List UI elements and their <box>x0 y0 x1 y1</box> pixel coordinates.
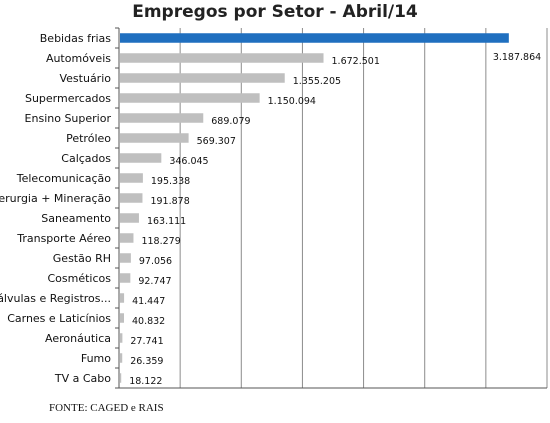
category-label: Ensino Superior <box>25 112 112 125</box>
bar <box>120 333 123 343</box>
category-label: Siderurgia + Mineração <box>0 192 111 205</box>
bar <box>120 113 204 123</box>
category-label: Fumo <box>81 352 111 365</box>
data-label: 118.279 <box>141 236 180 247</box>
bar <box>120 353 123 363</box>
category-label: Carnes e Laticínios <box>7 312 111 325</box>
data-label: 26.359 <box>130 356 163 367</box>
data-label: 346.045 <box>169 156 208 167</box>
category-label: Aeronáutica <box>45 332 111 345</box>
bar <box>120 213 139 223</box>
bar <box>120 173 143 183</box>
bar <box>120 253 131 263</box>
bar <box>120 273 131 283</box>
data-label: 1.150.094 <box>268 96 316 107</box>
data-label: 41.447 <box>132 296 165 307</box>
chart-title: Empregos por Setor - Abril/14 <box>132 2 418 22</box>
category-label: TV a Cabo <box>54 372 111 385</box>
bar <box>120 153 162 163</box>
bar <box>120 293 125 303</box>
category-label: Bebidas frias <box>40 32 111 45</box>
data-label: 40.832 <box>132 316 165 327</box>
bar <box>120 33 509 43</box>
category-label: Calçados <box>61 152 111 165</box>
category-label: Gestão RH <box>53 252 111 265</box>
data-label: 18.122 <box>129 376 162 387</box>
data-label: 195.338 <box>151 176 190 187</box>
category-label: Saneamento <box>41 212 111 225</box>
data-label: 1.355.205 <box>293 76 341 87</box>
category-label: Transporte Aéreo <box>16 232 111 245</box>
data-label: 569.307 <box>197 136 236 147</box>
data-label: 27.741 <box>130 336 163 347</box>
data-label: 191.878 <box>150 196 189 207</box>
bar <box>120 193 143 203</box>
bar <box>120 133 189 143</box>
bar <box>120 373 122 383</box>
data-label: 97.056 <box>139 256 172 267</box>
category-label: Bombas, Válvulas e Registros... <box>0 292 111 305</box>
data-label: 1.672.501 <box>332 56 380 67</box>
bar <box>120 233 134 243</box>
category-label: Cosméticos <box>47 272 111 285</box>
bar <box>120 53 324 63</box>
source-note: FONTE: CAGED e RAIS <box>49 402 164 414</box>
data-label: 92.747 <box>138 276 171 287</box>
data-label: 689.079 <box>211 116 250 127</box>
data-label: 163.111 <box>147 216 186 227</box>
data-label: 3.187.864 <box>493 52 541 63</box>
bar <box>120 93 260 103</box>
category-label: Telecomunicação <box>16 172 112 185</box>
bar <box>120 313 124 323</box>
category-label: Automóveis <box>46 52 111 65</box>
bar <box>120 73 285 83</box>
category-label: Petróleo <box>66 132 111 145</box>
category-label: Supermercados <box>25 92 111 105</box>
category-label: Vestuário <box>59 72 111 85</box>
